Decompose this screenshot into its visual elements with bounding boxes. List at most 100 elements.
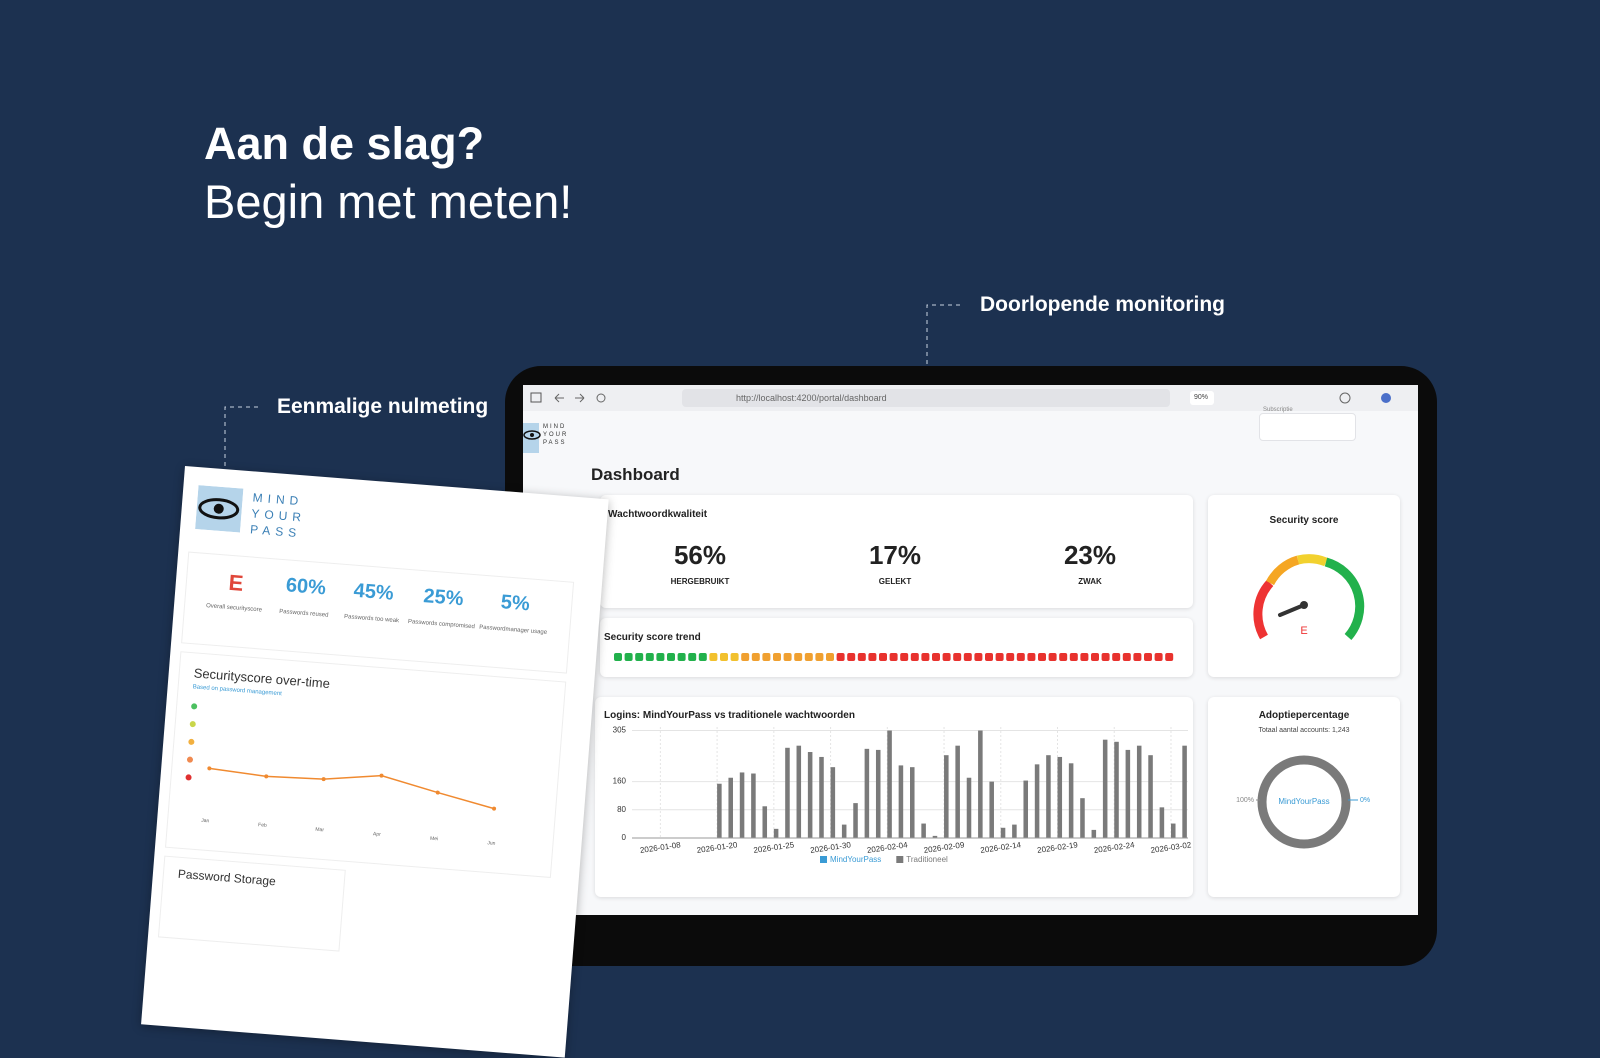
x-tick-label: Mei bbox=[430, 836, 439, 843]
trend-dot bbox=[783, 653, 792, 661]
level-dot bbox=[186, 756, 193, 763]
kpi-value: 23% bbox=[1063, 540, 1117, 570]
trend-dot bbox=[1133, 653, 1142, 661]
bar bbox=[1091, 829, 1097, 838]
trend-dot bbox=[900, 653, 909, 661]
adoption-card: Adoptiepercentage Totaal aantal accounts… bbox=[1208, 697, 1400, 897]
pupil bbox=[213, 503, 224, 514]
eye bbox=[523, 430, 541, 440]
trend-dot bbox=[1165, 653, 1174, 661]
connector bbox=[224, 406, 258, 468]
logo-word: MIND bbox=[543, 424, 567, 430]
x-tick-label: 2026-02-09 bbox=[923, 840, 965, 855]
kpi-value: 56% bbox=[673, 540, 727, 570]
bar bbox=[717, 783, 722, 838]
trend-dot bbox=[656, 653, 665, 661]
gauge: E bbox=[1253, 554, 1365, 640]
bar bbox=[1023, 780, 1029, 838]
bar bbox=[898, 765, 904, 838]
x-tick-label: 2026-01-20 bbox=[696, 840, 738, 855]
connectors bbox=[224, 304, 960, 468]
trend-dot bbox=[698, 653, 707, 661]
trend-dot bbox=[794, 653, 803, 661]
bar bbox=[1125, 749, 1131, 838]
bar bbox=[1182, 745, 1187, 838]
trend-card: Security score trend bbox=[600, 618, 1193, 677]
trend-dot bbox=[932, 653, 940, 661]
trend-dots bbox=[614, 653, 1174, 661]
trend-dot bbox=[1122, 653, 1131, 661]
trend-dot bbox=[857, 653, 866, 661]
trend-dot bbox=[1027, 653, 1036, 661]
logo-word: PASS bbox=[543, 440, 567, 446]
subheadline: Begin met meten! bbox=[204, 175, 573, 228]
trend-dot bbox=[847, 653, 856, 661]
y-tick-label: 160 bbox=[613, 777, 627, 786]
x-tick-label: Jun bbox=[487, 840, 496, 847]
trend-dot bbox=[889, 653, 898, 661]
trend-dot bbox=[836, 653, 845, 661]
x-tick-label: 2026-02-24 bbox=[1093, 840, 1135, 855]
bar bbox=[796, 745, 802, 838]
bar bbox=[1114, 741, 1119, 838]
bar bbox=[1080, 798, 1085, 838]
card-subtitle: Totaal aantal accounts: 1,243 bbox=[1258, 727, 1350, 734]
card-title: Wachtwoordkwaliteit bbox=[608, 509, 708, 520]
bar bbox=[955, 745, 960, 838]
x-tick-label: 2026-01-25 bbox=[753, 840, 795, 855]
icon bbox=[530, 392, 542, 403]
score-chart: Jan Feb Mar Apr Mei Jun bbox=[185, 703, 497, 847]
icon bbox=[596, 393, 606, 403]
x-tick-label: 2026-01-30 bbox=[810, 840, 852, 855]
pupil bbox=[530, 433, 534, 437]
trend-dot bbox=[751, 653, 760, 661]
trend-dot bbox=[995, 653, 1004, 661]
bar bbox=[751, 773, 756, 838]
needle bbox=[1278, 603, 1306, 617]
url: http://localhost:4200/portal/dashboard bbox=[736, 393, 887, 403]
report-logo bbox=[195, 485, 244, 533]
bar bbox=[932, 835, 938, 838]
trend-dot bbox=[868, 653, 877, 661]
toolbar-icons bbox=[530, 389, 1391, 407]
page-title: Dashboard bbox=[591, 465, 680, 484]
gauge-arc bbox=[1324, 557, 1365, 640]
card-title: Adoptiepercentage bbox=[1258, 710, 1350, 721]
score-point bbox=[492, 806, 497, 811]
donut-center: MindYourPass bbox=[1278, 797, 1329, 806]
bar bbox=[978, 730, 983, 838]
trend-dot bbox=[963, 653, 972, 661]
trend-dot bbox=[688, 653, 697, 661]
score-line bbox=[209, 767, 495, 810]
bar bbox=[841, 824, 847, 838]
report: MIND YOUR PASS E Overall securityscore 60% Pa… bbox=[141, 466, 609, 1058]
trend-dot bbox=[762, 653, 771, 661]
trend-dot bbox=[1048, 653, 1057, 661]
trend-dot bbox=[1112, 653, 1121, 661]
trend-dot bbox=[1154, 653, 1163, 661]
trend-dot bbox=[826, 653, 834, 661]
trend-dot bbox=[730, 653, 739, 661]
logo-word: MIND bbox=[252, 490, 304, 509]
trend-dot bbox=[1101, 653, 1110, 661]
donut: MindYourPass 100% 0% bbox=[1236, 755, 1370, 849]
subscription-select[interactable] bbox=[1259, 413, 1356, 441]
donut-label: 100% bbox=[1236, 797, 1254, 804]
trend-dot bbox=[942, 653, 951, 661]
bar bbox=[989, 781, 994, 838]
x-tick-label: 2026-03-02 bbox=[1150, 840, 1192, 855]
bar bbox=[1057, 756, 1063, 838]
bar bbox=[1068, 763, 1074, 838]
x-tick-label: 2026-02-04 bbox=[866, 840, 908, 855]
bar bbox=[864, 748, 870, 838]
bar bbox=[739, 772, 745, 838]
bar bbox=[807, 752, 813, 838]
logo-eye bbox=[523, 423, 541, 453]
logins-chart: 0 80 160 305 2026-01-08 2026-01-20 2026-01-25 2… bbox=[613, 726, 1193, 864]
y-tick-label: 80 bbox=[617, 805, 626, 814]
trend-dot bbox=[677, 653, 686, 661]
bar bbox=[830, 767, 836, 838]
trend-dot bbox=[1006, 653, 1015, 661]
bar bbox=[853, 803, 858, 838]
bar bbox=[1102, 739, 1108, 838]
